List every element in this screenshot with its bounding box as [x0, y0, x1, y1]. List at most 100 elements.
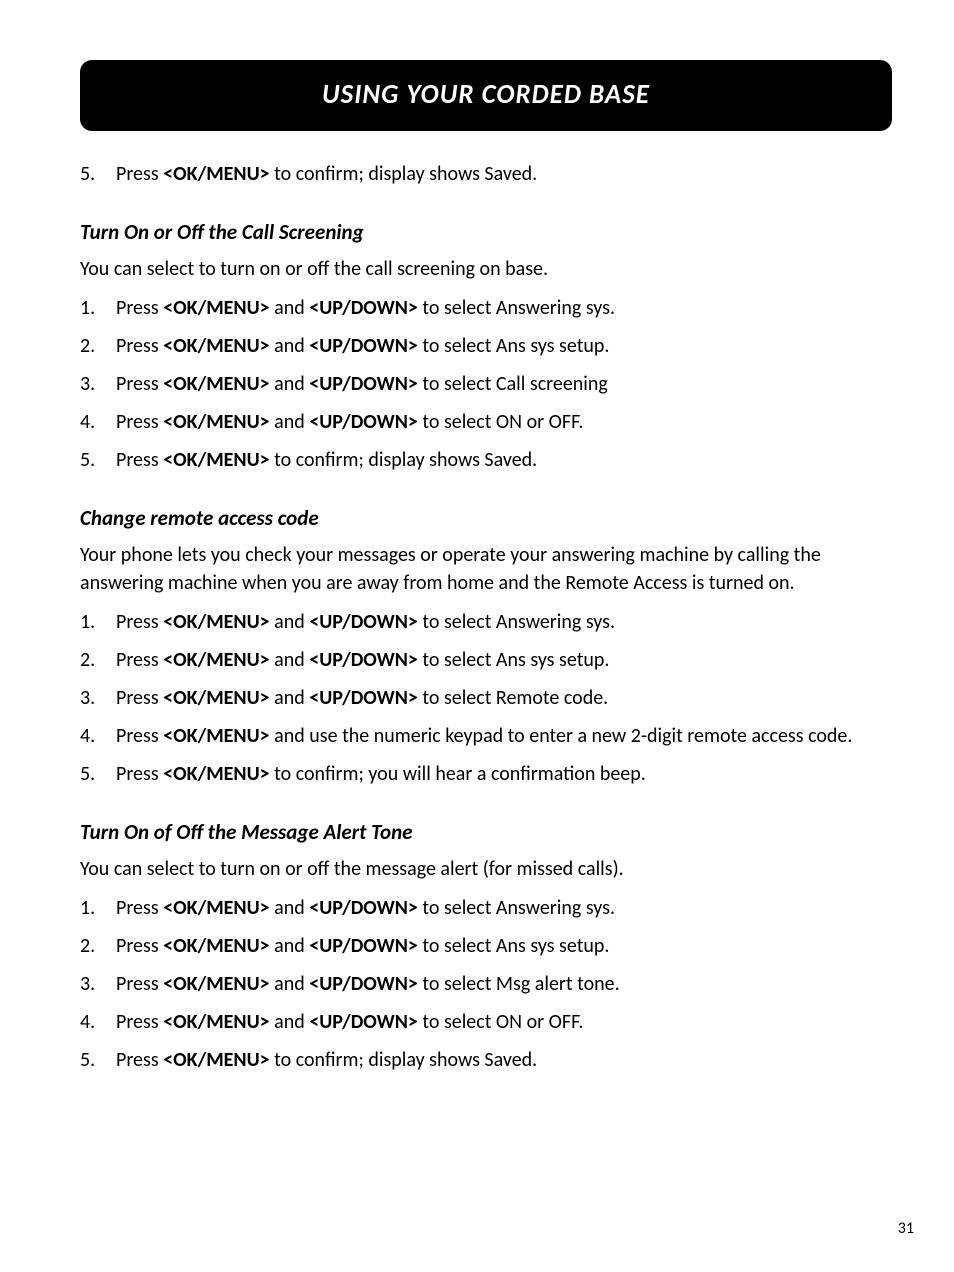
step-text: Press <OK/MENU> to confirm; display show…	[116, 1048, 537, 1072]
step-text: Press <OK/MENU> and <UP/DOWN> to select …	[116, 410, 583, 434]
leading-step-list: 5. Press <OK/MENU> to confirm; display sh…	[80, 155, 892, 193]
step-bold-fragment: <UP/DOWN>	[309, 972, 418, 996]
instruction-step: 4. Press <OK/MENU> and use the numeric ke…	[80, 717, 892, 755]
step-bold-fragment: <UP/DOWN>	[309, 1010, 418, 1034]
instruction-step: 4. Press <OK/MENU> and <UP/DOWN> to selec…	[80, 1003, 892, 1041]
step-bold-fragment: <UP/DOWN>	[309, 296, 418, 320]
step-text-fragment: and	[270, 648, 310, 672]
section-heading: Turn On or Off the Call Screening	[80, 219, 892, 245]
step-text: Press <OK/MENU> to confirm; display show…	[116, 448, 537, 472]
step-bold-fragment: <UP/DOWN>	[309, 686, 418, 710]
step-text-fragment: to select Ans sys setup.	[418, 648, 610, 672]
step-text-fragment: Press	[116, 448, 163, 472]
step-text-fragment: to select Answering sys.	[418, 610, 615, 634]
instruction-step: 1.Press <OK/MENU> and <UP/DOWN> to selec…	[80, 603, 892, 641]
step-text-fragment: to select Msg alert tone.	[418, 972, 620, 996]
step-text: Press <OK/MENU> and <UP/DOWN> to select …	[116, 648, 609, 672]
step-text-fragment: to confirm; display shows Saved.	[270, 448, 538, 472]
instruction-step: 2.Press <OK/MENU> and <UP/DOWN> to selec…	[80, 927, 892, 965]
step-text-fragment: Press	[116, 162, 163, 186]
step-text-fragment: Press	[116, 296, 163, 320]
step-text-fragment: and	[270, 1010, 310, 1034]
instruction-step: 1.Press <OK/MENU> and <UP/DOWN> to selec…	[80, 889, 892, 927]
step-bold-fragment: <OK/MENU>	[163, 372, 269, 396]
page-header: USING YOUR CORDED BASE	[80, 60, 892, 131]
step-text-fragment: and	[270, 896, 310, 920]
instruction-step: 5.Press <OK/MENU> to confirm; you will h…	[80, 755, 892, 793]
step-text-fragment: to select Ans sys setup.	[418, 334, 610, 358]
page-number: 31	[898, 1219, 914, 1238]
step-number: 3.	[80, 970, 108, 998]
step-bold-fragment: <UP/DOWN>	[309, 410, 418, 434]
step-text-fragment: Press	[116, 372, 163, 396]
step-number: 3.	[80, 684, 108, 712]
step-text-fragment: and use the numeric keypad to enter a ne…	[270, 724, 853, 748]
section-intro: You can select to turn on or off the mes…	[80, 855, 892, 883]
step-bold-fragment: <UP/DOWN>	[309, 610, 418, 634]
step-number: 5.	[80, 160, 108, 188]
step-text-fragment: to confirm; display shows Saved.	[270, 162, 538, 186]
step-number: 2.	[80, 332, 108, 360]
step-text-fragment: and	[270, 972, 310, 996]
step-bold-fragment: <OK/MENU>	[163, 410, 269, 434]
step-bold-fragment: <OK/MENU>	[163, 648, 269, 672]
section-steps: 1.Press <OK/MENU> and <UP/DOWN> to selec…	[80, 603, 892, 793]
step-bold-fragment: <OK/MENU>	[163, 334, 269, 358]
step-bold-fragment: <OK/MENU>	[163, 724, 269, 748]
step-bold-fragment: <OK/MENU>	[163, 972, 269, 996]
step-text-fragment: to select Answering sys.	[418, 296, 615, 320]
step-text: Press <OK/MENU> and <UP/DOWN> to select …	[116, 610, 615, 634]
step-text: Press <OK/MENU> and <UP/DOWN> to select …	[116, 334, 609, 358]
instruction-step: 3. Press <OK/MENU> and <UP/DOWN> to selec…	[80, 365, 892, 403]
step-text: Press <OK/MENU> and <UP/DOWN> to select …	[116, 1010, 583, 1034]
instruction-step: 2. Press <OK/MENU> and <UP/DOWN> to selec…	[80, 641, 892, 679]
instruction-step: 4.Press <OK/MENU> and <UP/DOWN> to selec…	[80, 403, 892, 441]
step-number: 5.	[80, 446, 108, 474]
step-text: Press <OK/MENU> and <UP/DOWN> to select …	[116, 372, 608, 396]
instruction-step: 3. Press <OK/MENU> and <UP/DOWN> to selec…	[80, 679, 892, 717]
section-steps: 1.Press <OK/MENU> and <UP/DOWN> to selec…	[80, 289, 892, 479]
step-text-fragment: Press	[116, 972, 163, 996]
section-steps: 1.Press <OK/MENU> and <UP/DOWN> to selec…	[80, 889, 892, 1079]
step-text-fragment: to select Call screening	[418, 372, 608, 396]
step-text-fragment: Press	[116, 1010, 163, 1034]
sections-container: Turn On or Off the Call Screening You can…	[80, 219, 892, 1079]
step-text-fragment: Press	[116, 686, 163, 710]
step-bold-fragment: <OK/MENU>	[163, 610, 269, 634]
instruction-step: 3. Press <OK/MENU> and <UP/DOWN> to selec…	[80, 965, 892, 1003]
step-bold-fragment: <OK/MENU>	[163, 448, 269, 472]
step-text: Press <OK/MENU> and <UP/DOWN> to select …	[116, 296, 615, 320]
step-text-fragment: to select ON or OFF.	[418, 1010, 584, 1034]
step-bold-fragment: <UP/DOWN>	[309, 334, 418, 358]
step-text-fragment: Press	[116, 334, 163, 358]
step-text-fragment: and	[270, 410, 310, 434]
step-text-fragment: and	[270, 610, 310, 634]
step-text: Press <OK/MENU> and <UP/DOWN> to select …	[116, 686, 608, 710]
step-text: Press <OK/MENU> and use the numeric keyp…	[116, 724, 852, 748]
page-container: USING YOUR CORDED BASE 5.Press <OK/MENU>…	[0, 0, 954, 1119]
section-intro: You can select to turn on or off the cal…	[80, 255, 892, 283]
step-number: 4.	[80, 722, 108, 750]
instruction-step: 5.Press <OK/MENU> to confirm; display sh…	[80, 1041, 892, 1079]
step-bold-fragment: <OK/MENU>	[163, 686, 269, 710]
step-bold-fragment: <OK/MENU>	[163, 296, 269, 320]
step-number: 2.	[80, 646, 108, 674]
step-bold-fragment: <UP/DOWN>	[309, 896, 418, 920]
step-text-fragment: Press	[116, 762, 163, 786]
step-text-fragment: and	[270, 686, 310, 710]
step-number: 3.	[80, 370, 108, 398]
step-text-fragment: and	[270, 296, 310, 320]
step-bold-fragment: <OK/MENU>	[163, 162, 269, 186]
step-text-fragment: to select Ans sys setup.	[418, 934, 610, 958]
step-number: 4.	[80, 1008, 108, 1036]
step-bold-fragment: <OK/MENU>	[163, 1048, 269, 1072]
step-bold-fragment: <OK/MENU>	[163, 896, 269, 920]
step-text-fragment: Press	[116, 1048, 163, 1072]
step-text: Press <OK/MENU> and <UP/DOWN> to select …	[116, 934, 609, 958]
instruction-step: 2. Press <OK/MENU> and <UP/DOWN> to selec…	[80, 327, 892, 365]
step-text-fragment: Press	[116, 934, 163, 958]
step-bold-fragment: <UP/DOWN>	[309, 934, 418, 958]
step-text-fragment: Press	[116, 410, 163, 434]
step-text-fragment: to select Remote code.	[418, 686, 608, 710]
section-intro: Your phone lets you check your messages …	[80, 541, 892, 597]
